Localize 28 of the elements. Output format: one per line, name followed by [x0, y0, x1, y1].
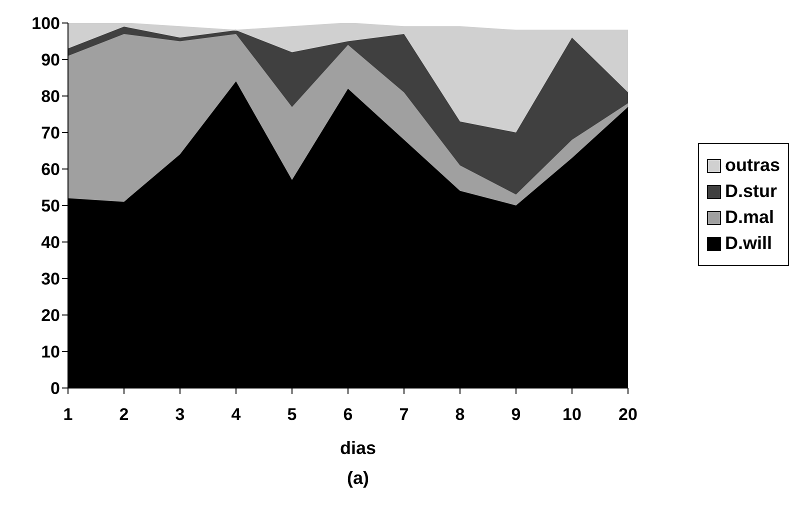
x-tick-label: 5 [287, 405, 297, 424]
text: (a) [346, 468, 370, 489]
legend-label: D.mal [725, 207, 774, 228]
x-tick-label: 1 [63, 405, 73, 424]
y-tick-label: 70 [41, 124, 60, 143]
y-tick-label: 50 [41, 196, 60, 216]
y-tick-label: 80 [41, 87, 60, 106]
x-tick-label: 3 [175, 405, 185, 424]
y-tick-label: 10 [41, 342, 60, 362]
legend-label: D.will [725, 233, 772, 254]
y-tick-label: 60 [41, 160, 60, 180]
x-tick-label: 10 [562, 405, 582, 424]
x-tick-label: 8 [455, 405, 465, 424]
y-tick-label: 40 [41, 233, 60, 252]
y-tick-label: 90 [41, 50, 60, 70]
x-tick-label: 9 [511, 405, 521, 424]
x-tick-label: 6 [343, 405, 353, 424]
legend-label: D.stur [725, 181, 778, 202]
x-axis-title: dias [338, 438, 378, 459]
x-tick-label: 20 [618, 405, 638, 424]
x-tick-label: 2 [119, 405, 129, 424]
x-tick-label: 7 [399, 405, 409, 424]
legend-label: outras [725, 155, 780, 176]
y-tick-label: 30 [41, 270, 60, 289]
x-tick-label: 4 [231, 405, 242, 424]
y-tick-label: 100 [32, 14, 60, 34]
y-tick-label: 20 [41, 306, 60, 326]
y-tick-label: 0 [50, 379, 60, 398]
